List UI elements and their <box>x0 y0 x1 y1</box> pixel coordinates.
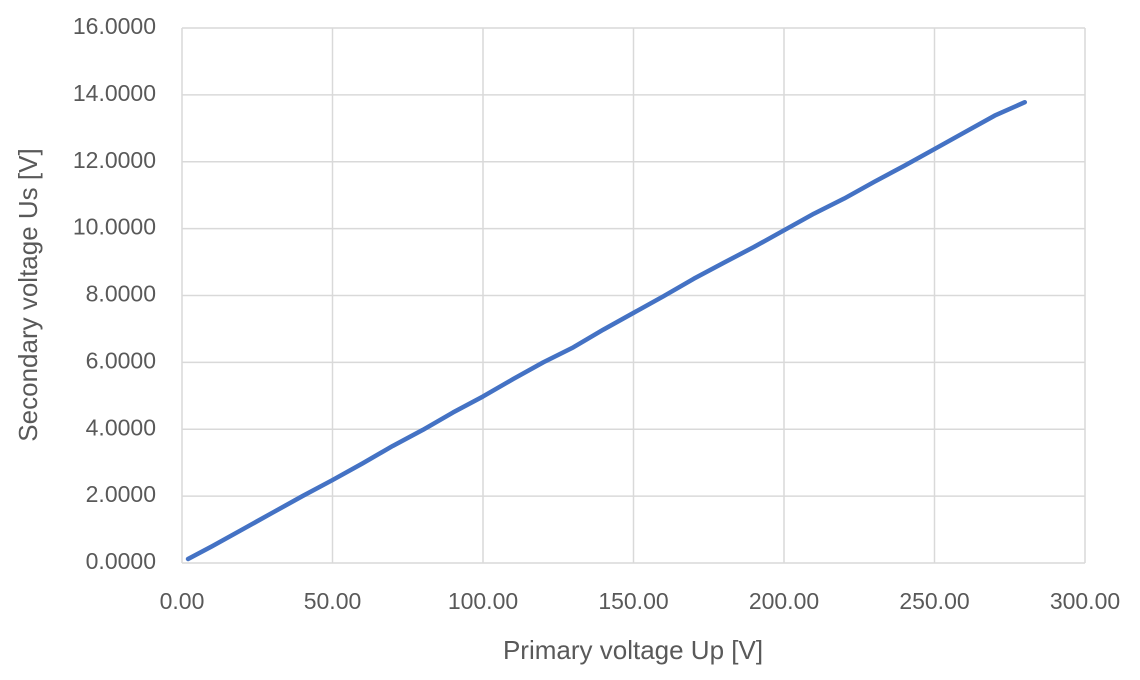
x-tick-label: 200.00 <box>749 588 819 614</box>
y-tick-label: 8.0000 <box>86 281 156 307</box>
x-tick-label: 250.00 <box>899 588 969 614</box>
y-tick-label: 2.0000 <box>86 481 156 507</box>
y-tick-label: 4.0000 <box>86 414 156 440</box>
y-tick-label: 0.0000 <box>86 548 156 574</box>
data-line <box>185 99 1028 562</box>
y-tick-label: 6.0000 <box>86 347 156 373</box>
x-tick-label: 150.00 <box>598 588 668 614</box>
x-tick-label: 100.00 <box>448 588 518 614</box>
y-tick-label: 14.0000 <box>73 80 156 106</box>
x-tick-label: 0.00 <box>160 588 205 614</box>
x-axis-title: Primary voltage Up [V] <box>503 635 763 665</box>
y-axis-title: Secondary voltage Us [V] <box>13 148 43 441</box>
x-tick-label: 300.00 <box>1050 588 1120 614</box>
x-tick-label: 50.00 <box>304 588 362 614</box>
y-tick-label: 16.0000 <box>73 13 156 39</box>
y-tick-label: 12.0000 <box>73 147 156 173</box>
y-tick-label: 10.0000 <box>73 214 156 240</box>
